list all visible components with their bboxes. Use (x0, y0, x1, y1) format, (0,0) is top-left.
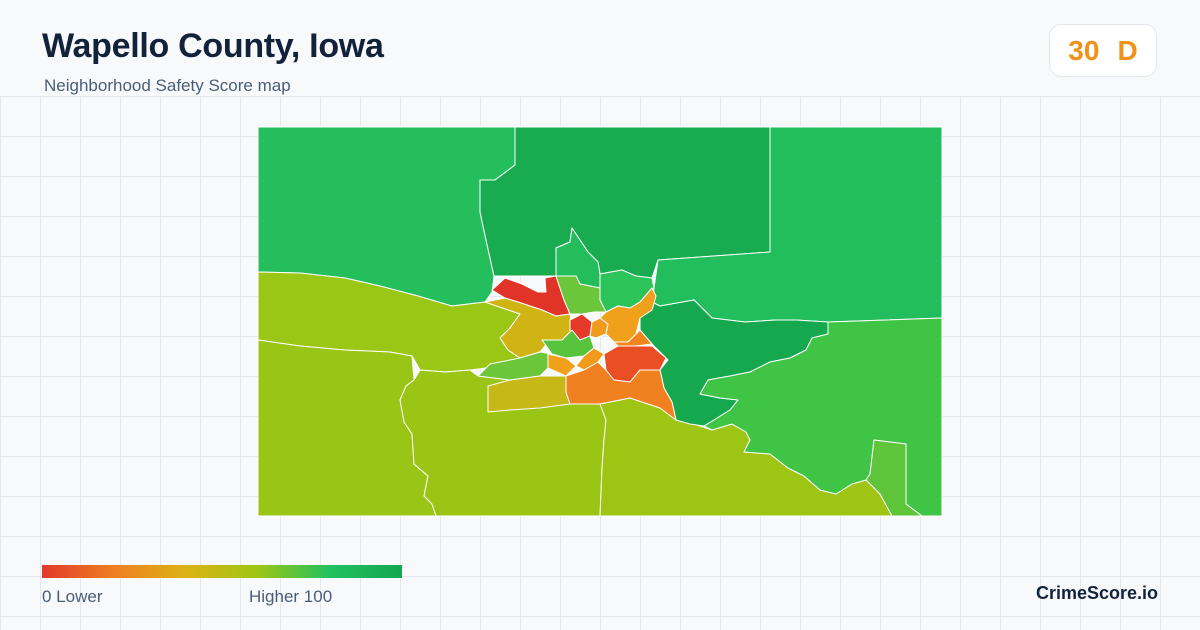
legend-low-label: 0 Lower (42, 587, 103, 606)
score-grade: D (1117, 34, 1138, 66)
brand-logo-text[interactable]: CrimeScore.io (1035, 583, 1158, 603)
page-subtitle: Neighborhood Safety Score map (44, 76, 291, 95)
page-title: Wapello County, Iowa (42, 27, 384, 65)
header-band (0, 0, 1200, 96)
score-badge: 30 D (1049, 24, 1157, 77)
score-value: 30 (1068, 34, 1100, 66)
region-city-orange-north-2[interactable] (547, 353, 577, 377)
region-city-orange-north[interactable] (599, 287, 657, 343)
legend-high-label: Higher 100 (249, 587, 333, 606)
region-southeast-small[interactable] (865, 439, 923, 517)
region-city-orange-east[interactable] (613, 329, 653, 347)
region-city-orange-south[interactable] (565, 361, 677, 421)
legend-gradient-bar (42, 565, 402, 578)
